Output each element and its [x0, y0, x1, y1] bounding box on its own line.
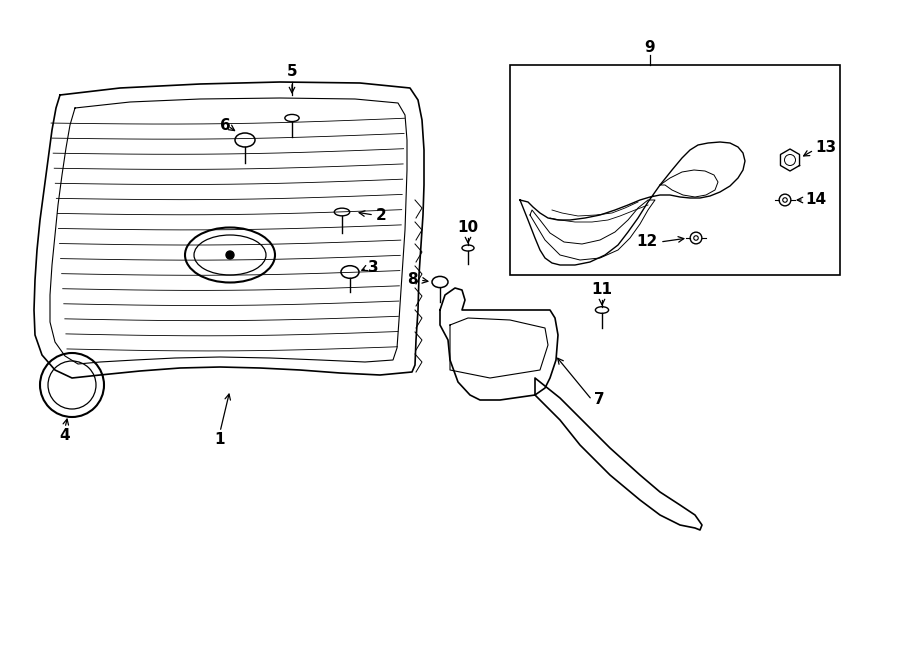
Text: 14: 14: [805, 192, 826, 208]
Text: 9: 9: [644, 40, 655, 56]
Text: 13: 13: [815, 141, 836, 155]
Bar: [510, 65, 840, 275]
Text: 8: 8: [408, 272, 418, 288]
Text: 6: 6: [220, 118, 230, 132]
Text: 10: 10: [457, 221, 479, 235]
Text: 3: 3: [368, 260, 379, 276]
Text: 7: 7: [594, 393, 605, 407]
Text: 5: 5: [287, 65, 297, 79]
Text: 4: 4: [59, 428, 70, 442]
Text: 1: 1: [215, 432, 225, 447]
Text: 12: 12: [637, 235, 658, 249]
Circle shape: [226, 251, 234, 259]
Text: 2: 2: [376, 208, 387, 223]
Text: 11: 11: [591, 282, 613, 297]
